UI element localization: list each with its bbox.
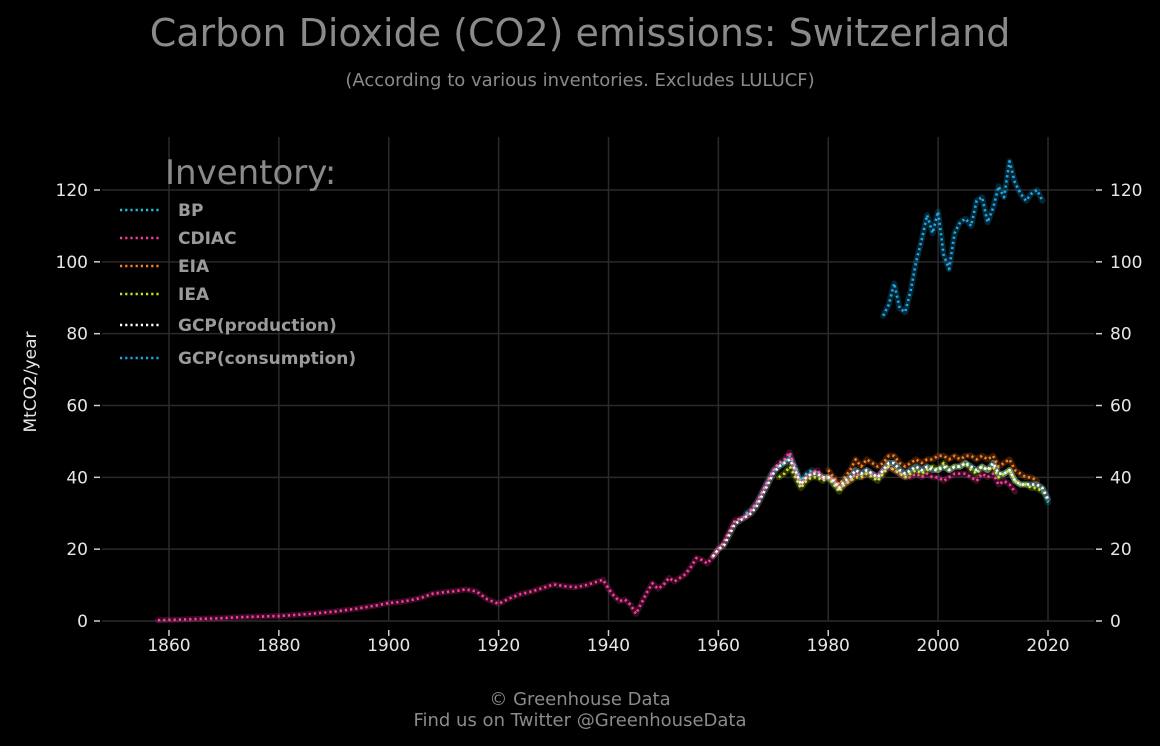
legend-label-gcp-consumption: GCP(consumption) — [178, 349, 356, 369]
y-axis-label: MtCO2/year — [21, 331, 41, 432]
footer-credit: © Greenhouse Data — [489, 689, 670, 710]
x-tick-label: 2020 — [1026, 636, 1069, 656]
series-line-eia — [827, 454, 1038, 486]
chart-title: Carbon Dioxide (CO2) emissions: Switzerl… — [150, 11, 1011, 55]
y-tick-label-right: 20 — [1110, 540, 1132, 560]
y-tick-label-right: 40 — [1110, 468, 1132, 488]
series-layer — [155, 158, 1051, 624]
y-tick-label-left: 20 — [66, 540, 88, 560]
series-line-iea — [778, 461, 1044, 494]
y-tick-label-left: 120 — [56, 181, 88, 201]
y-tick-label-left: 60 — [66, 397, 88, 417]
y-tick-label-right: 60 — [1110, 397, 1132, 417]
y-tick-label-right: 0 — [1110, 612, 1121, 632]
x-tick-label: 1920 — [477, 636, 520, 656]
series-line-cdiac — [157, 450, 1017, 622]
legend-label-iea: IEA — [178, 285, 210, 305]
y-tick-label-right: 80 — [1110, 325, 1132, 345]
x-tick-label: 2000 — [916, 636, 959, 656]
legend: Inventory: BP CDIAC EIA IEA GCP(production) G… — [120, 153, 356, 369]
y-tick-label-left: 0 — [77, 612, 88, 632]
legend-label-gcp-production: GCP(production) — [178, 316, 337, 336]
y-tick-label-left: 100 — [56, 253, 88, 273]
series-line-gcp-production — [711, 458, 1050, 558]
legend-label-cdiac: CDIAC — [178, 229, 237, 249]
x-tick-label: 1960 — [697, 636, 740, 656]
series-line-gcp-consumption — [882, 160, 1044, 317]
y-tick-label-left: 80 — [66, 325, 88, 345]
footer-twitter: Find us on Twitter @GreenhouseData — [413, 710, 746, 731]
x-tick-label: 1880 — [257, 636, 300, 656]
x-tick-label: 1860 — [147, 636, 190, 656]
x-tick-label: 1940 — [587, 636, 630, 656]
x-tick-label: 1980 — [807, 636, 850, 656]
x-tick-label: 1900 — [367, 636, 410, 656]
legend-label-eia: EIA — [178, 257, 210, 277]
legend-label-bp: BP — [178, 201, 203, 221]
legend-title: Inventory: — [165, 153, 336, 193]
y-tick-label-right: 100 — [1110, 253, 1142, 273]
grid — [102, 137, 1094, 622]
y-tick-label-left: 40 — [66, 468, 88, 488]
y-tick-label-right: 120 — [1110, 181, 1142, 201]
chart-subtitle: (According to various inventories. Exclu… — [345, 70, 814, 91]
